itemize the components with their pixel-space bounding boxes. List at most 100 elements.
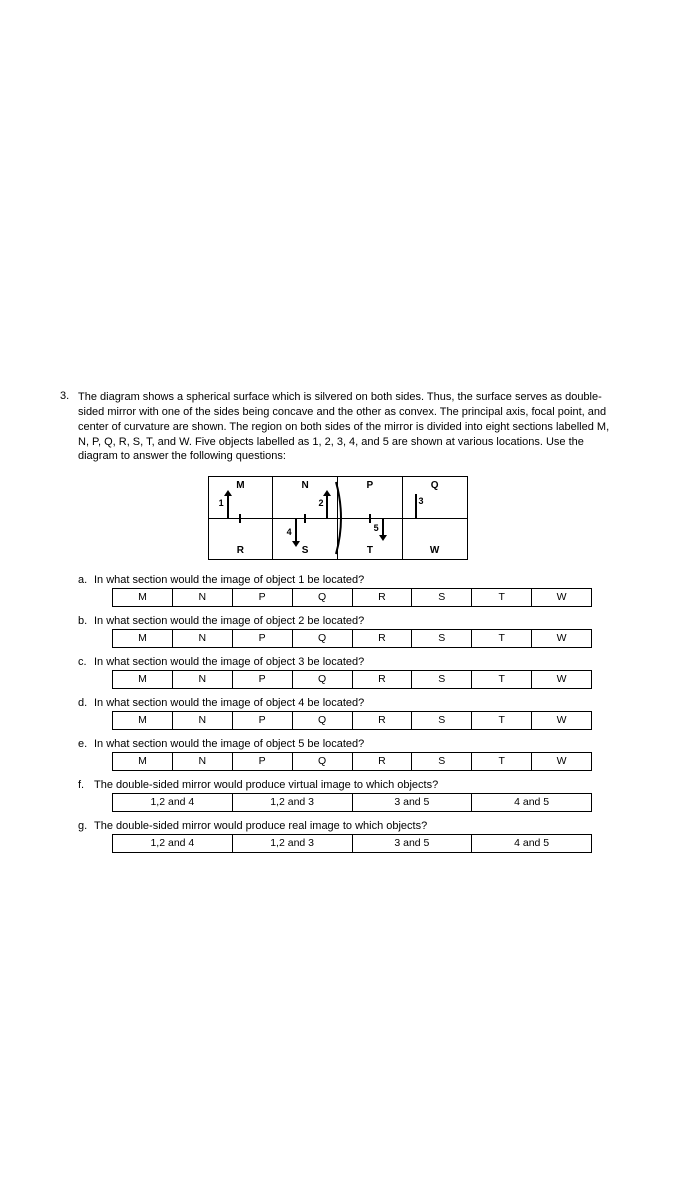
opt[interactable]: N [173,670,233,689]
label-q: Q [431,480,439,491]
opt[interactable]: Q [293,588,353,607]
opt[interactable]: P [233,670,293,689]
q-label: f. [78,779,94,791]
opt[interactable]: 3 and 5 [353,793,473,812]
opt[interactable]: W [532,711,592,730]
section-p: P [338,476,403,518]
section-s: S 4 [273,518,338,560]
opt[interactable]: P [233,711,293,730]
opt[interactable]: S [412,711,472,730]
opt[interactable]: M [112,629,173,648]
question-b: b.In what section would the image of obj… [78,615,615,648]
opt[interactable]: 4 and 5 [472,793,592,812]
opt[interactable]: S [412,670,472,689]
opt[interactable]: P [233,588,293,607]
q-text: In what section would the image of objec… [94,574,364,586]
opt[interactable]: P [233,752,293,771]
q-text: In what section would the image of objec… [94,697,364,709]
opt[interactable]: Q [293,629,353,648]
opt[interactable]: N [173,752,233,771]
options-a[interactable]: M N P Q R S T W [112,588,592,607]
question-e: e.In what section would the image of obj… [78,738,615,771]
opt[interactable]: N [173,588,233,607]
question-a: a.In what section would the image of obj… [78,574,615,607]
question-list: a.In what section would the image of obj… [78,574,615,853]
label-r: R [237,545,244,556]
opt[interactable]: S [412,629,472,648]
opt[interactable]: T [472,629,532,648]
opt[interactable]: T [472,752,532,771]
label-n: N [302,480,309,491]
opt[interactable]: W [532,629,592,648]
opt[interactable]: Q [293,752,353,771]
opt[interactable]: T [472,588,532,607]
section-w: W [403,518,468,560]
opt[interactable]: R [353,670,413,689]
section-q: Q 3 [403,476,468,518]
problem-number: 3. [60,390,78,464]
opt[interactable]: 1,2 and 4 [112,834,233,853]
opt[interactable]: 1,2 and 4 [112,793,233,812]
diagram-top-row: M 1 N 2 P [208,476,468,518]
q-text: In what section would the image of objec… [94,615,364,627]
opt[interactable]: N [173,629,233,648]
opt[interactable]: R [353,588,413,607]
q-label: g. [78,820,94,832]
q-text: In what section would the image of objec… [94,738,364,750]
opt[interactable]: 1,2 and 3 [233,793,353,812]
opt[interactable]: R [353,711,413,730]
options-b[interactable]: M N P Q R S T W [112,629,592,648]
section-n: N 2 [273,476,338,518]
label-w: W [430,545,439,556]
opt[interactable]: M [112,670,173,689]
physics-problem: 3. The diagram shows a spherical surface… [60,390,615,861]
opt[interactable]: Q [293,711,353,730]
label-p: P [367,480,374,491]
section-t: T 5 [338,518,403,560]
options-e[interactable]: M N P Q R S T W [112,752,592,771]
opt[interactable]: S [412,588,472,607]
opt[interactable]: 4 and 5 [472,834,592,853]
opt[interactable]: R [353,752,413,771]
options-g[interactable]: 1,2 and 4 1,2 and 3 3 and 5 4 and 5 [112,834,592,853]
opt[interactable]: Q [293,670,353,689]
q-label: c. [78,656,94,668]
diagram-bottom-row: R S 4 T 5 [208,518,468,560]
opt[interactable]: N [173,711,233,730]
opt[interactable]: W [532,588,592,607]
options-d[interactable]: M N P Q R S T W [112,711,592,730]
opt[interactable]: T [472,711,532,730]
label-t: T [367,545,373,556]
opt[interactable]: S [412,752,472,771]
q-text: In what section would the image of objec… [94,656,364,668]
opt[interactable]: 1,2 and 3 [233,834,353,853]
q-text: The double-sided mirror would produce re… [94,820,427,832]
section-m: M 1 [208,476,274,518]
q-text: The double-sided mirror would produce vi… [94,779,438,791]
question-f: f.The double-sided mirror would produce … [78,779,615,812]
q-label: d. [78,697,94,709]
q-label: b. [78,615,94,627]
opt[interactable]: M [112,588,173,607]
question-g: g.The double-sided mirror would produce … [78,820,615,853]
opt[interactable]: W [532,752,592,771]
opt[interactable]: R [353,629,413,648]
question-d: d.In what section would the image of obj… [78,697,615,730]
section-r: R [208,518,274,560]
question-c: c.In what section would the image of obj… [78,656,615,689]
problem-intro: 3. The diagram shows a spherical surface… [60,390,615,464]
opt[interactable]: M [112,752,173,771]
q-label: e. [78,738,94,750]
mirror-diagram: M 1 N 2 P [208,476,468,560]
options-f[interactable]: 1,2 and 4 1,2 and 3 3 and 5 4 and 5 [112,793,592,812]
opt[interactable]: M [112,711,173,730]
label-m: M [236,480,244,491]
opt[interactable]: T [472,670,532,689]
q-label: a. [78,574,94,586]
opt[interactable]: 3 and 5 [353,834,473,853]
opt[interactable]: W [532,670,592,689]
opt[interactable]: P [233,629,293,648]
label-s: S [302,545,309,556]
options-c[interactable]: M N P Q R S T W [112,670,592,689]
problem-text: The diagram shows a spherical surface wh… [78,390,615,464]
